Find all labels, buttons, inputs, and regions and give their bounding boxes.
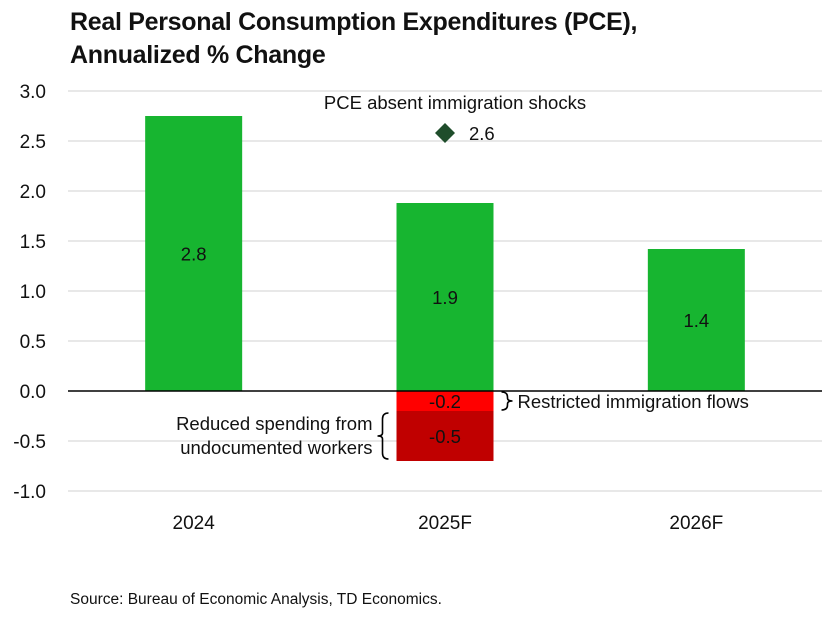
bar-real-pce-2026f xyxy=(647,249,745,391)
marker-data-label: 2.6 xyxy=(469,123,495,144)
chart-title: Real Personal Consumption Expenditures (… xyxy=(70,6,637,72)
chart-title-line-2: Annualized % Change xyxy=(70,41,326,69)
marker-pce-absent-immigration-shocks xyxy=(435,123,455,143)
data-labels: 2.8 1.9 1.4 -0.2 -0.5 xyxy=(181,244,709,448)
y-tick-label: 2.0 xyxy=(20,182,46,203)
bar-restricted-immigration-flows-2025f xyxy=(396,391,494,411)
y-tick-label: -1.0 xyxy=(13,482,46,503)
axes: 3.0 2.5 2.0 1.5 1.0 0.5 0.0 -0.5 -1.0 2024 2025F 20… xyxy=(13,82,822,534)
y-tick-label: 3.0 xyxy=(20,82,46,103)
bar-real-pce-2025f xyxy=(396,203,494,391)
source-note: Source: Bureau of Economic Analysis, TD … xyxy=(70,591,442,608)
x-tick-label: 2024 xyxy=(173,513,216,534)
bar-data-label: 1.9 xyxy=(432,287,458,308)
chart-title-line-1: Real Personal Consumption Expenditures (… xyxy=(70,8,638,36)
marker-annotation: PCE absent immigration shocks xyxy=(324,92,586,113)
y-tick-label: 0.0 xyxy=(20,382,46,403)
y-tick-label: 1.5 xyxy=(20,232,46,253)
bar-reduced-spending-from-undocumented-workers-2025f xyxy=(396,411,494,461)
annotation-restricted: Restricted immigration flows xyxy=(518,391,749,412)
annotation-undocumented-line-1: Reduced spending from xyxy=(176,413,372,434)
y-tick-label: -0.5 xyxy=(13,432,46,453)
bars xyxy=(145,116,745,461)
x-tick-label: 2025F xyxy=(418,513,472,534)
annotation-undocumented-line-2: undocumented workers xyxy=(180,437,372,458)
y-tick-label: 2.5 xyxy=(20,132,46,153)
bar-real-pce-2024 xyxy=(145,116,243,391)
bar-data-label: 1.4 xyxy=(683,310,709,331)
bar-data-label: 2.8 xyxy=(181,244,207,265)
bar-data-label: -0.5 xyxy=(429,426,461,447)
bracket-restricted xyxy=(501,391,513,411)
bar-data-label: -0.2 xyxy=(429,391,461,412)
x-tick-label: 2026F xyxy=(669,513,723,534)
bracket-undocumented xyxy=(377,412,389,460)
y-tick-label: 0.5 xyxy=(20,332,46,353)
y-tick-label: 1.0 xyxy=(20,282,46,303)
annotations: 2.6 PCE absent immigration shocks Restrict… xyxy=(176,92,749,460)
